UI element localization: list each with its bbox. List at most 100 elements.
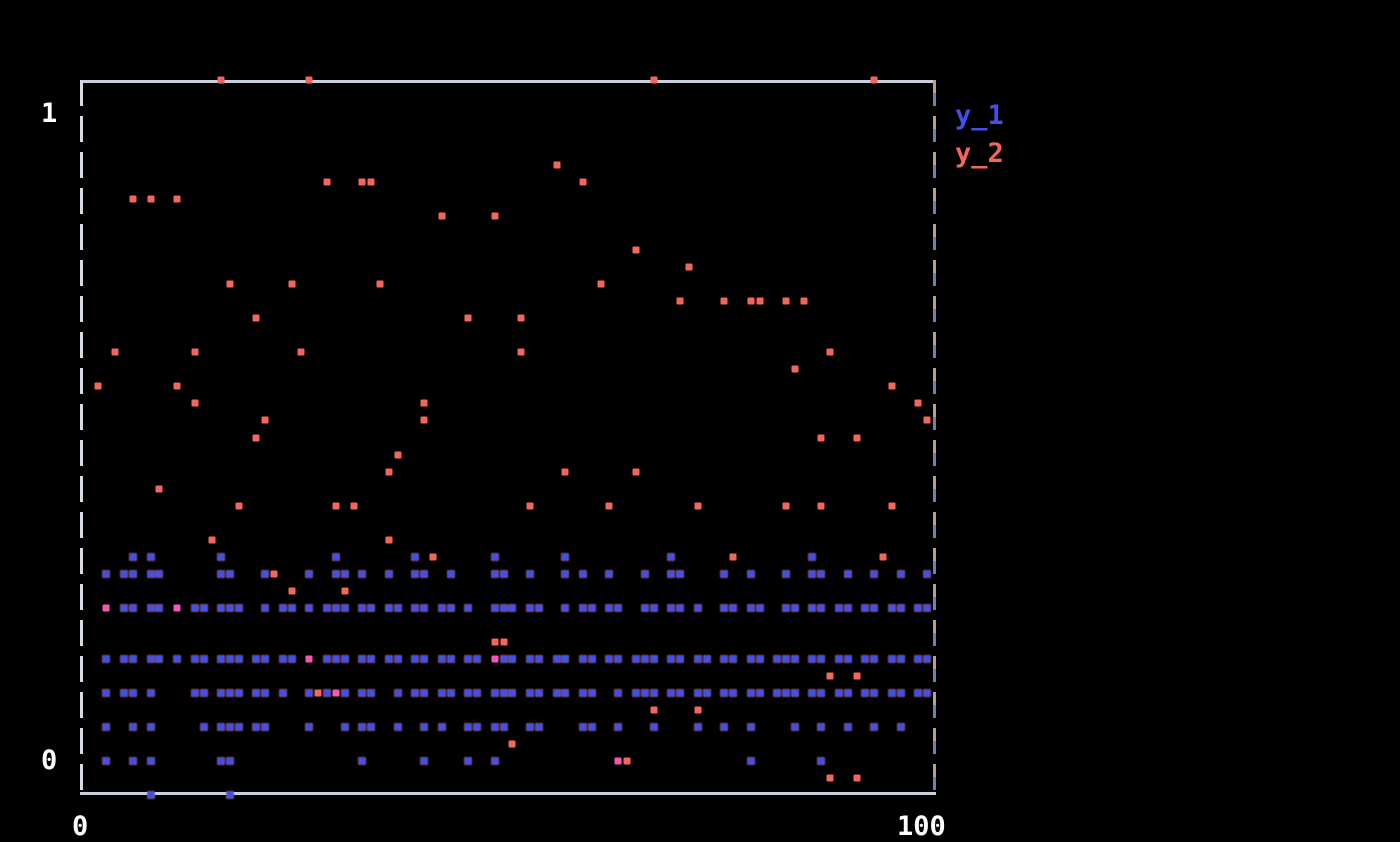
scatter-point-y_1: [500, 570, 508, 578]
scatter-point-y_1: [650, 723, 658, 731]
scatter-point-y_1: [261, 655, 269, 663]
scatter-point-y_2: [376, 280, 384, 288]
scatter-point-y_1: [217, 689, 225, 697]
scatter-point-y_1: [147, 757, 155, 765]
scatter-point-y_1: [367, 655, 375, 663]
scatter-point-y_1: [411, 570, 419, 578]
scatter-point-y_1: [614, 604, 622, 612]
scatter-point-y_1: [129, 553, 137, 561]
scatter-point-y_1: [756, 655, 763, 663]
scatter-point-y_2: [500, 638, 508, 646]
scatter-point-y_1: [923, 655, 931, 663]
scatter-point-y_1: [756, 689, 763, 697]
scatter-point-y_1: [703, 655, 711, 663]
scatter-point-y_1: [923, 604, 931, 612]
scatter-point-y_1: [782, 655, 790, 663]
scatter-point-y_2: [323, 178, 331, 186]
scatter-point-y_1: [420, 723, 428, 731]
scatter-point-y_1: [491, 689, 499, 697]
scatter-point-y_1: [641, 689, 649, 697]
scatter-point-y_1: [102, 723, 110, 731]
scatter-point-y_1: [694, 689, 702, 697]
scatter-point-y_1: [332, 655, 340, 663]
scatter-point-y_1: [102, 757, 110, 765]
scatter-point-y_1: [791, 655, 799, 663]
scatter-point-y_1: [420, 570, 428, 578]
scatter-point-y_1: [420, 689, 428, 697]
scatter-point-y_1: [676, 604, 684, 612]
scatter-point-y_1: [420, 655, 428, 663]
scatter-point-y_1: [120, 604, 128, 612]
scatter-point-y_2: [173, 382, 181, 390]
scatter-point-y_1: [147, 604, 155, 612]
scatter-point-y_1: [447, 655, 455, 663]
scatter-point-y_1: [226, 570, 234, 578]
scatter-point-y_1: [561, 604, 569, 612]
scatter-point-y_1: [817, 757, 825, 765]
scatter-point-y_2: [491, 638, 499, 646]
scatter-point-y_1: [914, 689, 922, 697]
scatter-point-y_1: [120, 655, 128, 663]
scatter-point-y_1: [747, 570, 755, 578]
x-axis-tick-left: 0: [72, 811, 89, 842]
scatter-point-y_1: [147, 689, 155, 697]
scatter-point-y_1: [226, 723, 234, 731]
scatter-point-y_1: [720, 655, 728, 663]
scatter-point-y_1: [173, 604, 181, 612]
scatter-point-y_2: [191, 348, 199, 356]
scatter-point-y_1: [844, 723, 852, 731]
scatter-point-y_1: [729, 604, 737, 612]
scatter-point-y_1: [667, 655, 675, 663]
scatter-point-y_1: [508, 604, 516, 612]
legend: y_1 y_2: [955, 100, 1004, 171]
scatter-point-y_1: [464, 723, 472, 731]
scatter-points-layer: [80, 76, 936, 799]
scatter-point-y_2: [173, 195, 181, 203]
scatter-point-y_1: [252, 723, 260, 731]
scatter-point-y_1: [235, 604, 243, 612]
scatter-point-y_1: [579, 655, 587, 663]
scatter-point-y_1: [817, 723, 825, 731]
scatter-point-y_1: [844, 570, 852, 578]
scatter-point-y_1: [323, 604, 331, 612]
scatter-point-y_1: [358, 655, 366, 663]
scatter-point-y_1: [129, 757, 137, 765]
scatter-point-y_1: [217, 604, 225, 612]
scatter-point-y_1: [473, 689, 481, 697]
scatter-point-y_1: [305, 604, 313, 612]
scatter-point-y_2: [270, 570, 278, 578]
scatter-point-y_1: [588, 689, 596, 697]
scatter-point-y_1: [535, 655, 543, 663]
scatter-point-y_1: [438, 604, 446, 612]
y-axis-tick-bottom: 0: [41, 745, 58, 776]
scatter-point-y_1: [729, 689, 737, 697]
scatter-point-y_1: [808, 655, 816, 663]
scatter-point-y_2: [191, 399, 199, 407]
scatter-point-y_1: [252, 655, 260, 663]
scatter-point-y_1: [817, 655, 825, 663]
scatter-point-y_1: [870, 723, 878, 731]
scatter-point-y_1: [261, 723, 269, 731]
scatter-point-y_2: [579, 178, 587, 186]
scatter-point-y_1: [102, 655, 110, 663]
scatter-point-y_1: [579, 723, 587, 731]
scatter-point-y_1: [305, 655, 313, 663]
scatter-point-y_1: [667, 570, 675, 578]
scatter-point-y_1: [500, 604, 508, 612]
scatter-point-y_2: [385, 468, 393, 476]
scatter-point-y_2: [111, 348, 119, 356]
y-axis-tick-top: 1: [41, 98, 58, 129]
scatter-point-y_2: [385, 536, 393, 544]
scatter-point-y_2: [650, 76, 658, 84]
x-axis-tick-right: 100: [897, 811, 946, 842]
scatter-point-y_1: [438, 655, 446, 663]
scatter-point-y_2: [853, 672, 861, 680]
scatter-point-y_1: [817, 604, 825, 612]
scatter-point-y_1: [226, 791, 234, 799]
scatter-point-y_2: [870, 76, 878, 84]
scatter-point-y_2: [367, 178, 375, 186]
axis-bottom-border: [80, 792, 936, 795]
scatter-point-y_1: [129, 604, 137, 612]
scatter-point-y_1: [305, 570, 313, 578]
scatter-point-y_1: [438, 689, 446, 697]
